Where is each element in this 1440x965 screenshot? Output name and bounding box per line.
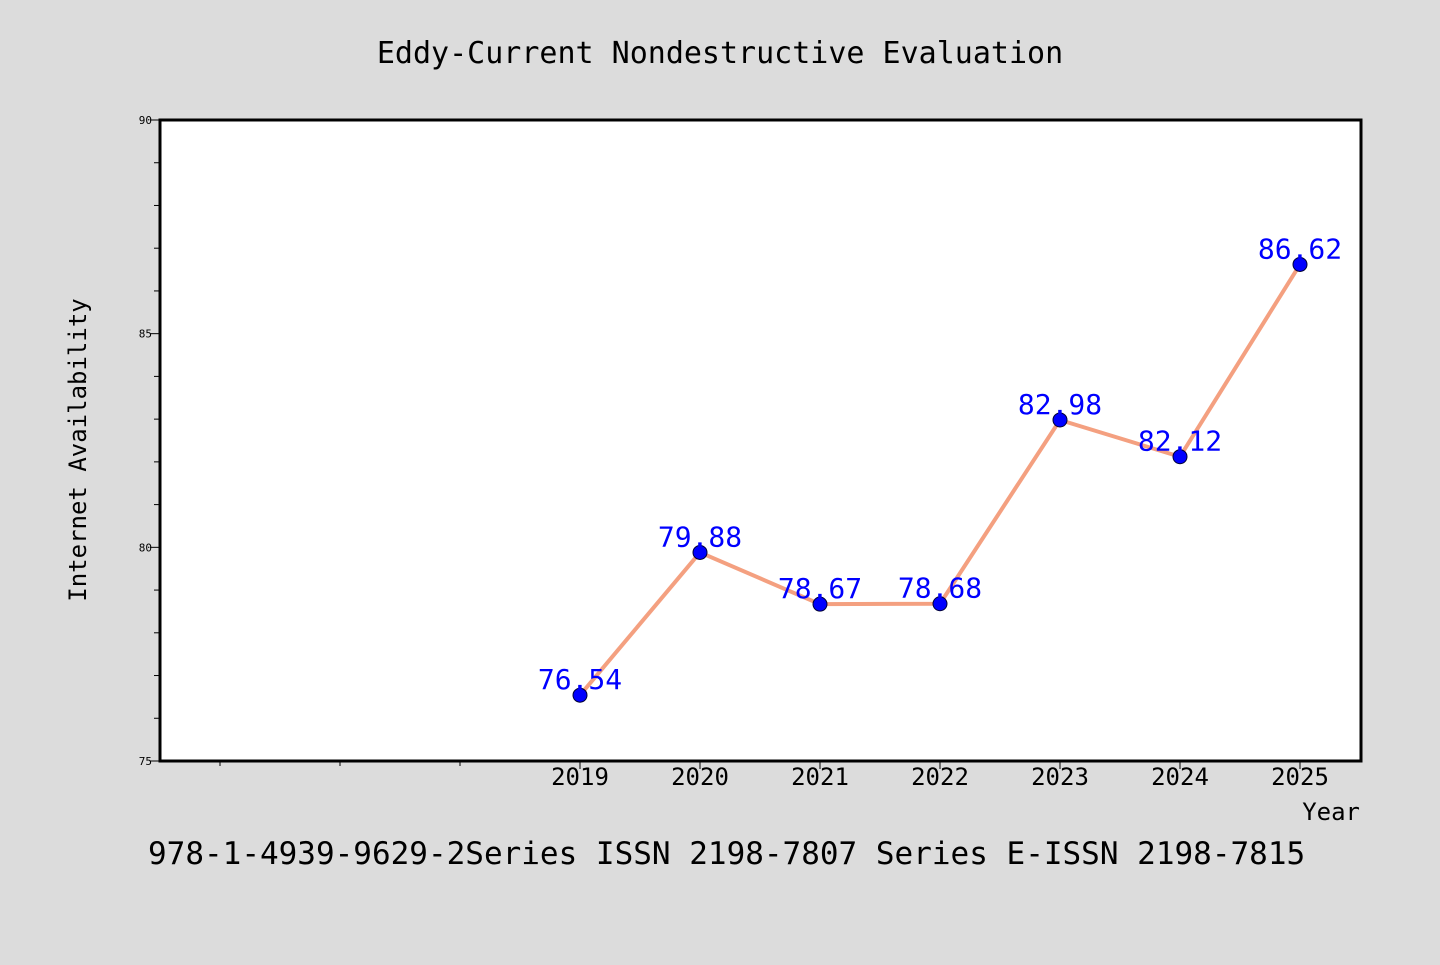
data-point — [1052, 412, 1068, 428]
y-tick-label: 90 — [139, 114, 152, 127]
data-point — [572, 687, 588, 703]
plot-border — [158, 118, 1363, 763]
data-label: 86.62 — [1258, 232, 1342, 265]
footer-text: 978-1-4939-9629-2Series ISSN 2198-7807 S… — [148, 836, 1305, 872]
y-tick-label: 75 — [139, 755, 152, 768]
data-point — [812, 596, 828, 612]
data-point — [1292, 256, 1308, 272]
x-tick-label: 2024 — [1151, 763, 1209, 791]
x-tick-label: 2020 — [671, 763, 729, 791]
data-label: 78.67 — [778, 572, 862, 605]
data-label: 76.54 — [538, 663, 622, 696]
x-tick-label: 2021 — [791, 763, 849, 791]
plot-area — [160, 120, 1361, 761]
series-group: 76.54 79.88 78.67 78.68 82.98 82.12 86.62 — [538, 232, 1342, 703]
x-tick-label: 2023 — [1031, 763, 1089, 791]
y-tick-label: 80 — [139, 541, 152, 554]
data-label: 82.98 — [1018, 388, 1102, 421]
data-label: 82.12 — [1138, 425, 1222, 458]
x-axis: 2019 2020 2021 2022 2023 2024 2025 — [219, 761, 1329, 791]
data-point — [692, 544, 708, 560]
chart-title: Eddy-Current Nondestructive Evaluation — [377, 36, 1063, 71]
data-label: 78.68 — [898, 572, 982, 605]
data-point — [1172, 449, 1188, 465]
data-point — [932, 596, 948, 612]
y-axis-label: Internet Availability — [64, 298, 92, 601]
x-tick-label: 2022 — [911, 763, 969, 791]
y-tick-label: 85 — [139, 328, 152, 341]
data-label: 79.88 — [658, 520, 742, 553]
x-tick-label: 2025 — [1271, 763, 1329, 791]
x-axis-label: Year — [1302, 798, 1360, 826]
x-tick-label: 2019 — [551, 763, 609, 791]
